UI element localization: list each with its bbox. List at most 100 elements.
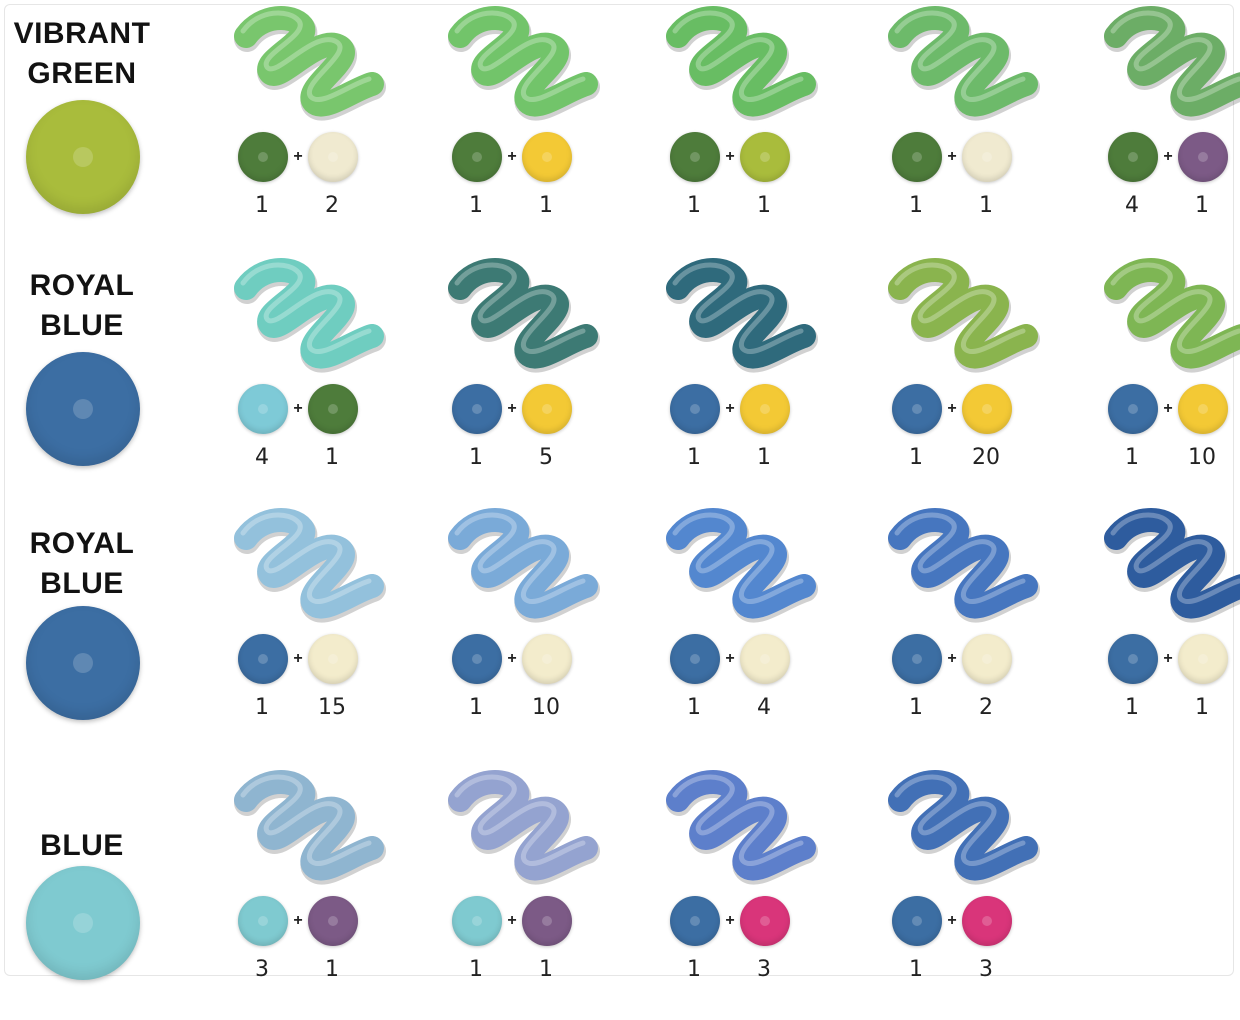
base-color-label: BLUE <box>6 826 158 866</box>
mix-cell: +4 1 <box>1102 6 1240 256</box>
swatch-highlight <box>542 404 552 414</box>
swatch-highlight <box>73 399 93 419</box>
ingredient-a-parts: 1 <box>469 957 483 982</box>
result-swirl-stroke <box>1104 508 1240 619</box>
swatch-highlight <box>1128 152 1138 162</box>
ingredient-b-parts: 1 <box>539 957 553 982</box>
ingredient-a-parts: 1 <box>255 193 269 218</box>
swatch-highlight <box>912 152 922 162</box>
mix-cell: +1 1 <box>1102 508 1240 758</box>
swatch-highlight <box>690 404 700 414</box>
swatch-highlight <box>472 404 482 414</box>
ingredient-b-parts: 3 <box>979 957 993 982</box>
ingredient-b-parts: 1 <box>757 193 771 218</box>
plus-sign: + <box>507 400 517 417</box>
result-swirl-highlight <box>454 10 586 102</box>
mix-cell: +1 3 <box>886 770 1076 1020</box>
plus-sign: + <box>947 400 957 417</box>
ingredient-b-parts: 1 <box>325 445 339 470</box>
ingredient-a-parts: 1 <box>469 193 483 218</box>
ingredient-b-swatch <box>740 896 790 946</box>
ingredient-b-swatch <box>522 132 572 182</box>
base-color-label-line: BLUE <box>40 309 124 342</box>
ingredient-b-swatch <box>522 634 572 684</box>
result-swirl-highlight <box>240 774 372 866</box>
ingredient-b-parts: 4 <box>757 695 771 720</box>
swatch-highlight <box>760 654 770 664</box>
ingredient-b-parts: 1 <box>1195 193 1209 218</box>
mix-cell: +1 2 <box>886 508 1076 758</box>
ingredient-a-parts: 1 <box>909 193 923 218</box>
swatch-highlight <box>328 404 338 414</box>
swatch-highlight <box>542 916 552 926</box>
result-swirl <box>448 770 600 885</box>
result-swirl-stroke <box>234 258 384 369</box>
ingredient-b-swatch <box>308 634 358 684</box>
ingredient-b-swatch <box>740 132 790 182</box>
result-swirl-stroke <box>888 258 1038 369</box>
base-color-swatch <box>26 352 140 466</box>
result-swirl <box>888 508 1040 623</box>
ingredient-a-swatch <box>452 634 502 684</box>
color-mixing-chart: VIBRANT GREEN +1 2 +1 1 +1 1 +1 1 +4 1 ROYAL BLUE +4 1 +… <box>0 0 1240 982</box>
ingredient-a-parts: 1 <box>909 957 923 982</box>
base-color-label-line: VIBRANT <box>13 17 151 50</box>
result-swirl <box>888 258 1040 373</box>
base-color-label: ROYAL BLUE <box>6 266 158 346</box>
ingredient-b-swatch <box>962 896 1012 946</box>
ingredient-b-parts: 1 <box>539 193 553 218</box>
base-color-label-line: ROYAL <box>29 269 135 302</box>
ingredient-a-swatch <box>892 634 942 684</box>
ingredient-a-parts: 1 <box>909 445 923 470</box>
plus-sign: + <box>293 912 303 929</box>
result-swirl <box>888 770 1040 885</box>
result-swirl <box>1104 258 1240 373</box>
result-swirl-highlight <box>672 512 804 604</box>
swatch-highlight <box>1198 654 1208 664</box>
swatch-highlight <box>73 147 93 167</box>
result-swirl <box>666 508 818 623</box>
ingredient-a-swatch <box>670 384 720 434</box>
ingredient-a-swatch <box>670 634 720 684</box>
plus-sign: + <box>725 148 735 165</box>
ingredient-a-parts: 1 <box>909 695 923 720</box>
result-swirl <box>1104 508 1240 623</box>
swatch-highlight <box>690 654 700 664</box>
ingredient-a-parts: 1 <box>1125 695 1139 720</box>
mix-cell: +3 1 <box>232 770 422 1020</box>
ingredient-b-swatch <box>962 634 1012 684</box>
mix-cell: +1 1 <box>664 258 854 508</box>
swatch-highlight <box>1128 654 1138 664</box>
result-swirl-highlight <box>894 774 1026 866</box>
result-swirl-highlight <box>672 774 804 866</box>
mix-row: ROYAL BLUE +4 1 +1 5 +1 1 +1 20 +1 10 <box>0 0 1240 470</box>
swatch-highlight <box>1128 404 1138 414</box>
ingredient-b-parts: 3 <box>757 957 771 982</box>
mix-cell: +1 1 <box>446 770 636 1020</box>
ingredient-a-parts: 1 <box>1125 445 1139 470</box>
result-swirl-highlight <box>240 262 372 354</box>
ingredient-b-swatch <box>962 384 1012 434</box>
ingredient-a-swatch <box>238 132 288 182</box>
result-swirl-highlight <box>1110 512 1240 604</box>
swatch-highlight <box>542 152 552 162</box>
swatch-highlight <box>912 916 922 926</box>
mix-cell: +1 2 <box>232 6 422 256</box>
ingredient-a-swatch <box>238 384 288 434</box>
plus-sign: + <box>1163 650 1173 667</box>
result-swirl-highlight <box>454 512 586 604</box>
plus-sign: + <box>293 148 303 165</box>
ingredient-b-swatch <box>1178 634 1228 684</box>
ingredient-a-parts: 1 <box>469 445 483 470</box>
plus-sign: + <box>725 400 735 417</box>
ingredient-a-parts: 1 <box>687 957 701 982</box>
swatch-highlight <box>328 654 338 664</box>
swatch-highlight <box>258 654 268 664</box>
result-swirl <box>888 6 1040 121</box>
swatch-highlight <box>73 913 93 933</box>
mix-cell: +1 5 <box>446 258 636 508</box>
mix-cell: +1 15 <box>232 508 422 758</box>
result-swirl <box>666 6 818 121</box>
result-swirl-highlight <box>1110 262 1240 354</box>
result-swirl-stroke <box>448 508 598 619</box>
